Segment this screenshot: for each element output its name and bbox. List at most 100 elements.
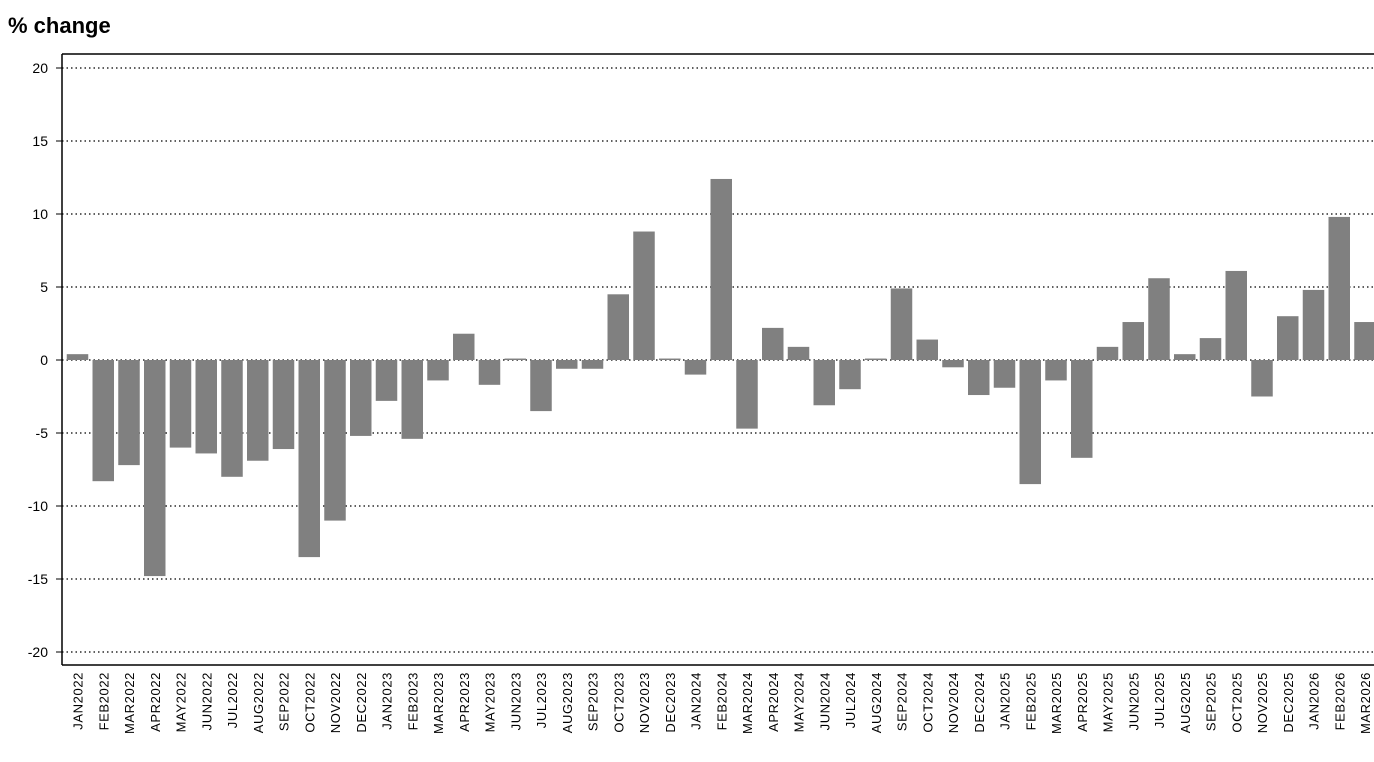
x-tick-label: DEC2024	[972, 672, 987, 733]
x-tick-label: FEB2026	[1332, 672, 1347, 730]
bar	[916, 339, 938, 360]
x-tick-label: JUN2023	[508, 672, 523, 730]
bar	[144, 360, 166, 577]
bar	[1096, 346, 1119, 360]
bar	[375, 360, 398, 401]
bar	[453, 333, 475, 360]
bar	[839, 360, 861, 390]
x-tick-label: MAY2024	[792, 672, 807, 732]
bar	[1122, 322, 1144, 360]
x-tick-label: NOV2025	[1255, 672, 1270, 733]
y-tick-label: -5	[36, 425, 49, 441]
x-tick-label: NOV2022	[328, 672, 343, 733]
x-tick-label: DEC2023	[663, 672, 678, 733]
x-tick-label: FEB2025	[1023, 672, 1038, 730]
x-tick-label: SEP2025	[1204, 672, 1219, 731]
bar	[530, 360, 552, 412]
x-tick-label: JUL2024	[843, 672, 858, 728]
x-tick-label: AUG2022	[251, 672, 266, 733]
x-tick-label: FEB2024	[714, 672, 729, 730]
y-tick-label: 20	[32, 60, 48, 76]
bar	[92, 360, 114, 482]
bar	[736, 360, 758, 429]
x-tick-label: MAR2025	[1049, 672, 1064, 734]
x-tick-label: DEC2022	[354, 672, 369, 733]
x-tick-label: JAN2022	[71, 672, 86, 730]
x-tick-label: JUL2023	[534, 672, 549, 728]
x-tick-label: MAY2023	[483, 672, 498, 732]
bar	[401, 360, 423, 439]
bar	[659, 358, 681, 360]
bar	[324, 360, 346, 521]
x-tick-label: NOV2023	[637, 672, 652, 733]
x-tick-label: JAN2024	[689, 672, 704, 730]
bar	[762, 327, 784, 360]
bar	[195, 360, 217, 454]
bar	[272, 360, 295, 450]
bar	[504, 358, 526, 360]
y-tick-labels: 20 15 10 5 0 -5 -10 -15 -20	[28, 60, 48, 660]
x-tick-label: SEP2023	[586, 672, 601, 731]
bar	[1174, 354, 1196, 360]
bar	[350, 360, 372, 436]
bar	[890, 288, 913, 360]
bar	[1277, 316, 1299, 360]
bar	[221, 360, 243, 477]
x-tick-label: SEP2022	[277, 672, 292, 731]
x-tick-label: APR2025	[1075, 672, 1090, 732]
y-tick-label: -15	[28, 571, 48, 587]
x-tick-label: SEP2024	[895, 672, 910, 731]
x-tick-label: OCT2024	[920, 672, 935, 733]
x-tick-label: OCT2023	[611, 672, 626, 733]
bar	[478, 360, 501, 385]
y-tick-label: 15	[32, 133, 48, 149]
x-tick-label: FEB2022	[96, 672, 111, 730]
x-tick-label: JAN2025	[998, 672, 1013, 730]
x-tick-label: JUL2022	[225, 672, 240, 728]
axes	[56, 53, 1374, 666]
bar	[1328, 216, 1350, 360]
bar	[710, 178, 732, 360]
x-tick-label: AUG2023	[560, 672, 575, 733]
x-tick-label: OCT2022	[302, 672, 317, 733]
x-tick-label: MAR2022	[122, 672, 137, 734]
bars	[66, 178, 1374, 577]
x-tick-label: FEB2023	[405, 672, 420, 730]
x-tick-label: AUG2025	[1178, 672, 1193, 733]
x-tick-label: OCT2025	[1229, 672, 1244, 733]
bar	[865, 358, 887, 360]
bar	[118, 360, 140, 466]
x-tick-label: JAN2026	[1307, 672, 1322, 730]
x-tick-label: JUN2024	[817, 672, 832, 730]
y-tick-label: -20	[28, 644, 48, 660]
bar	[813, 360, 835, 406]
x-tick-label: MAR2024	[740, 672, 755, 734]
x-tick-label: DEC2025	[1281, 672, 1296, 733]
bar	[427, 360, 449, 381]
bar	[1071, 360, 1093, 458]
bar	[66, 354, 89, 360]
x-tick-label: AUG2024	[869, 672, 884, 733]
x-tick-label: APR2022	[148, 672, 163, 732]
bar	[1199, 338, 1222, 360]
bar	[1225, 270, 1247, 360]
bar	[968, 360, 990, 396]
bar	[993, 360, 1016, 388]
bar	[633, 231, 655, 360]
chart-title: % change	[8, 13, 111, 38]
bar	[1354, 322, 1374, 360]
y-tick-label: 5	[40, 279, 48, 295]
x-tick-label: JUL2025	[1152, 672, 1167, 728]
bar	[1251, 360, 1273, 397]
x-tick-label: JUN2025	[1126, 672, 1141, 730]
x-tick-label: MAR2023	[431, 672, 446, 734]
x-tick-labels: JAN2022 FEB2022 MAR2022 APR2022 MAY2022 JUN20…	[71, 672, 1374, 734]
y-tick-label: 10	[32, 206, 48, 222]
y-tick-label: 0	[40, 352, 48, 368]
x-tick-label: NOV2024	[946, 672, 961, 733]
bar	[607, 294, 629, 360]
bar	[556, 360, 578, 369]
bar	[1019, 360, 1041, 485]
x-tick-label: MAR2026	[1358, 672, 1373, 734]
